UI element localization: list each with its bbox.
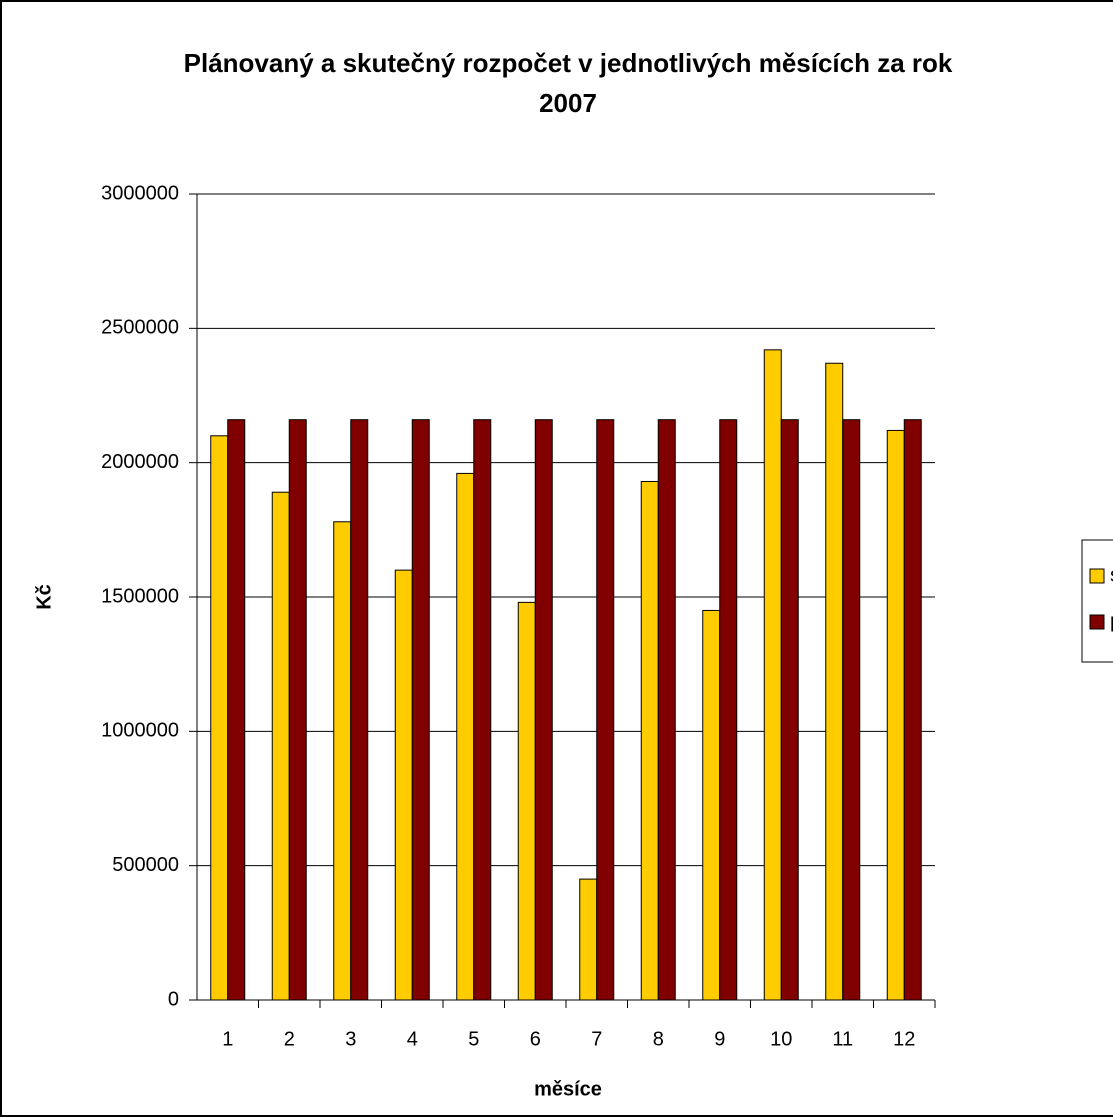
bar [271, 491, 290, 1001]
bar [210, 435, 229, 1001]
x-tick-label: 12 [893, 1028, 915, 1050]
bar [702, 609, 721, 1001]
legend-box [1081, 539, 1113, 663]
y-tick-label: 1000000 [101, 720, 179, 742]
bar [473, 419, 492, 1001]
legend-swatch [1089, 568, 1105, 584]
bar [640, 480, 659, 1001]
x-tick-label: 11 [832, 1028, 853, 1050]
bar [394, 569, 413, 1001]
bar [227, 419, 246, 1001]
bar [350, 419, 369, 1001]
bar [534, 419, 553, 1001]
x-tick-label: 9 [714, 1028, 725, 1050]
x-tick-label: 5 [468, 1028, 479, 1050]
bar [719, 419, 738, 1001]
bar [780, 419, 799, 1001]
bar [411, 419, 430, 1001]
legend-label: skutečnost [1110, 564, 1113, 586]
bar [579, 878, 598, 1001]
chart-subtitle: 2007 [539, 88, 597, 118]
bar [842, 419, 861, 1001]
x-tick-label: 6 [530, 1028, 541, 1050]
bar [903, 419, 922, 1001]
bar [886, 429, 905, 1001]
x-tick-label: 10 [770, 1028, 792, 1050]
y-tick-label: 1500000 [101, 585, 179, 607]
bar [657, 419, 676, 1001]
y-tick-label: 0 [168, 988, 179, 1010]
x-tick-label: 4 [407, 1028, 418, 1050]
x-axis-title: měsíce [534, 1078, 602, 1100]
legend-label: plán [1110, 610, 1113, 632]
legend-swatch [1089, 614, 1105, 630]
x-tick-label: 3 [345, 1028, 356, 1050]
y-tick-label: 2500000 [101, 317, 179, 339]
bar [825, 362, 844, 1001]
bar [333, 521, 352, 1001]
x-tick-label: 1 [222, 1028, 233, 1050]
bar [763, 349, 782, 1001]
chart-title: Plánovaný a skutečný rozpočet v jednotli… [184, 48, 953, 78]
y-tick-label: 500000 [112, 854, 179, 876]
bar [456, 472, 475, 1001]
bar [517, 601, 536, 1001]
x-tick-label: 8 [653, 1028, 664, 1050]
x-tick-label: 7 [591, 1028, 602, 1050]
bar [288, 419, 307, 1001]
y-tick-label: 3000000 [101, 182, 179, 204]
x-tick-label: 2 [284, 1028, 295, 1050]
y-tick-label: 2000000 [101, 451, 179, 473]
y-axis-title: Kč [33, 584, 55, 610]
bar [596, 419, 615, 1001]
